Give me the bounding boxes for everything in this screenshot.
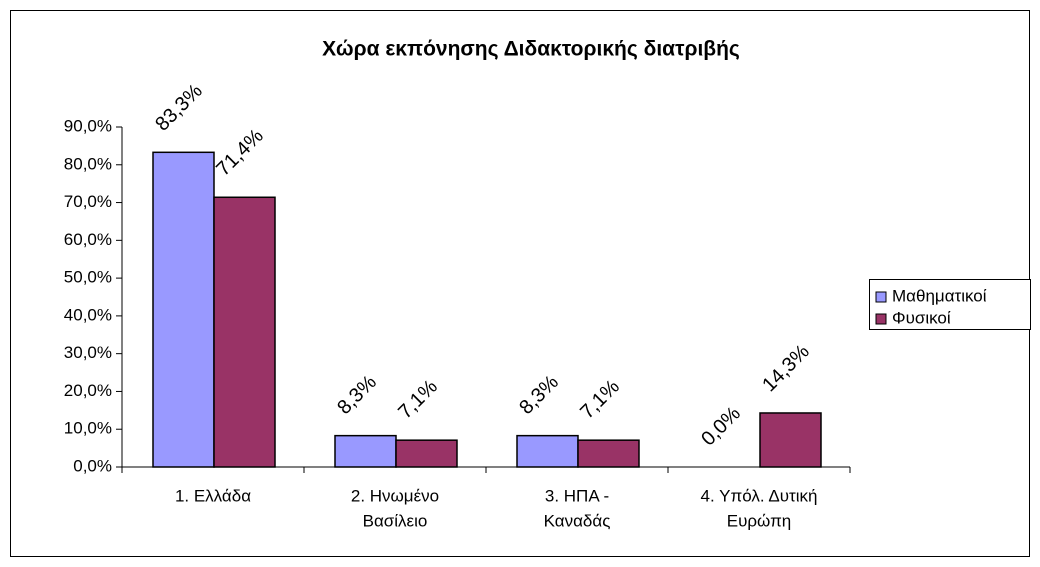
y-tick-label: 40,0%	[64, 305, 112, 324]
bar	[759, 412, 822, 468]
x-tick-label: Καναδάς	[544, 511, 611, 530]
bar	[395, 439, 458, 468]
bar	[577, 439, 640, 468]
x-tick-label: Βασίλειο	[363, 511, 428, 530]
y-tick-label: 30,0%	[64, 343, 112, 362]
bar	[334, 434, 397, 468]
legend-swatch	[875, 291, 887, 303]
bar	[213, 196, 276, 468]
x-tick-label: 4. Υπόλ. Δυτική	[701, 486, 818, 505]
legend-swatch	[875, 313, 887, 325]
x-tick-label: 1. Ελλάδα	[175, 486, 251, 505]
legend-label: Μαθηματικοί	[892, 286, 987, 305]
legend-box	[869, 279, 1031, 330]
chart-title: Χώρα εκπόνησης Διδακτορικής διατριβής	[322, 38, 740, 61]
bar	[152, 151, 215, 468]
y-tick-label: 0,0%	[73, 456, 112, 475]
legend-label: Φυσικοί	[892, 308, 951, 327]
y-tick-label: 70,0%	[64, 192, 112, 211]
y-tick-label: 60,0%	[64, 230, 112, 249]
x-tick-label: Ευρώπη	[727, 511, 792, 530]
x-tick-label: 2. Ηνωμένο	[351, 486, 439, 505]
y-tick-label: 20,0%	[64, 381, 112, 400]
y-tick-label: 10,0%	[64, 419, 112, 438]
x-tick-label: 3. ΗΠΑ -	[545, 486, 609, 505]
bar	[516, 434, 579, 468]
y-tick-label: 80,0%	[64, 154, 112, 173]
y-tick-label: 90,0%	[64, 116, 112, 135]
y-tick-label: 50,0%	[64, 268, 112, 287]
